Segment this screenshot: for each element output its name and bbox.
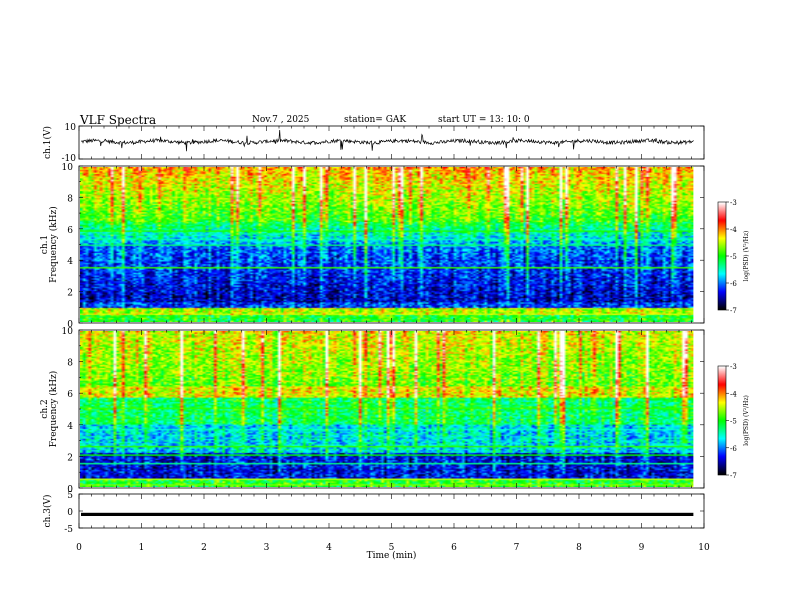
x-tick-label: 1 bbox=[139, 543, 145, 553]
spec-ylabel-frequency: Frequency (kHz) bbox=[48, 371, 59, 448]
spec-ylabel-channel: ch.2 bbox=[40, 399, 50, 418]
figure-title: VLF Spectra bbox=[80, 113, 157, 127]
ch3-ylabel: ch.3(V) bbox=[42, 495, 53, 528]
ch1-ylabel: ch.1(V) bbox=[42, 126, 53, 159]
colorbar-tick-label: -3 bbox=[730, 199, 737, 207]
ch3-ytick-label: -5 bbox=[64, 525, 73, 535]
spec-ytick-label: 6 bbox=[67, 226, 73, 236]
ch1-waveform-line bbox=[81, 129, 694, 152]
spec-ytick-label: 4 bbox=[67, 422, 73, 432]
date-label: Nov.7 , 2025 bbox=[252, 115, 310, 125]
colorbar-tick-label: -4 bbox=[730, 226, 737, 234]
ch3-waveform-band bbox=[81, 512, 694, 516]
ch1-ytick-label: 10 bbox=[65, 123, 77, 133]
panel-frame-4 bbox=[78, 493, 705, 529]
spec-ytick-label: 0 bbox=[67, 485, 73, 495]
colorbar-label: log(PSD) (V²/Hz) bbox=[743, 231, 750, 282]
spec-ytick-label: 8 bbox=[67, 359, 73, 369]
colorbar-tick-label: -5 bbox=[730, 253, 737, 261]
ch1-ytick-label: -10 bbox=[62, 154, 77, 164]
start-ut-label: start UT = 13: 10: 0 bbox=[438, 115, 530, 125]
ch2-spectrogram-image bbox=[80, 331, 694, 487]
x-tick-label: 8 bbox=[576, 543, 582, 553]
x-tick-label: 2 bbox=[201, 543, 207, 553]
ch2-colorbar-image bbox=[718, 366, 726, 475]
spec-ytick-label: 8 bbox=[67, 194, 73, 204]
x-tick-label: 5 bbox=[389, 543, 395, 553]
spec-ytick-label: 4 bbox=[67, 257, 73, 267]
ch1-spectrogram-image bbox=[80, 167, 694, 322]
x-axis-label: Time (min) bbox=[367, 550, 417, 561]
x-tick-label: 3 bbox=[264, 543, 270, 553]
x-tick-label: 9 bbox=[639, 543, 645, 553]
colorbar-tick-label: -7 bbox=[730, 472, 737, 480]
spec-ylabel-frequency: Frequency (kHz) bbox=[48, 206, 59, 283]
ch3-ytick-label: 0 bbox=[67, 508, 73, 518]
colorbar-tick-label: -7 bbox=[730, 307, 737, 315]
station-label: station= GAK bbox=[344, 115, 407, 125]
x-tick-label: 6 bbox=[451, 543, 457, 553]
colorbar-label: log(PSD) (V²/Hz) bbox=[743, 395, 750, 446]
spec-ytick-label: 0 bbox=[67, 320, 73, 330]
colorbar-tick-label: -5 bbox=[730, 418, 737, 426]
colorbar-tick-label: -6 bbox=[730, 280, 737, 288]
x-tick-label: 4 bbox=[326, 543, 332, 553]
x-tick-label: 7 bbox=[514, 543, 520, 553]
spec-ytick-label: 10 bbox=[62, 327, 74, 337]
colorbar-tick-label: -3 bbox=[730, 363, 737, 371]
spec-ytick-label: 2 bbox=[67, 289, 73, 299]
ch3-ytick-label: 5 bbox=[67, 491, 73, 501]
spec-ytick-label: 10 bbox=[62, 163, 74, 173]
spec-ylabel-channel: ch.1 bbox=[40, 235, 50, 254]
colorbar-tick-label: -4 bbox=[730, 390, 737, 398]
x-tick-label: 0 bbox=[76, 543, 82, 553]
spec-ytick-label: 6 bbox=[67, 390, 73, 400]
colorbar-tick-label: -6 bbox=[730, 445, 737, 453]
x-tick-label: 10 bbox=[698, 543, 710, 553]
ch1-colorbar-image bbox=[718, 202, 726, 310]
spec-ytick-label: 2 bbox=[67, 453, 73, 463]
